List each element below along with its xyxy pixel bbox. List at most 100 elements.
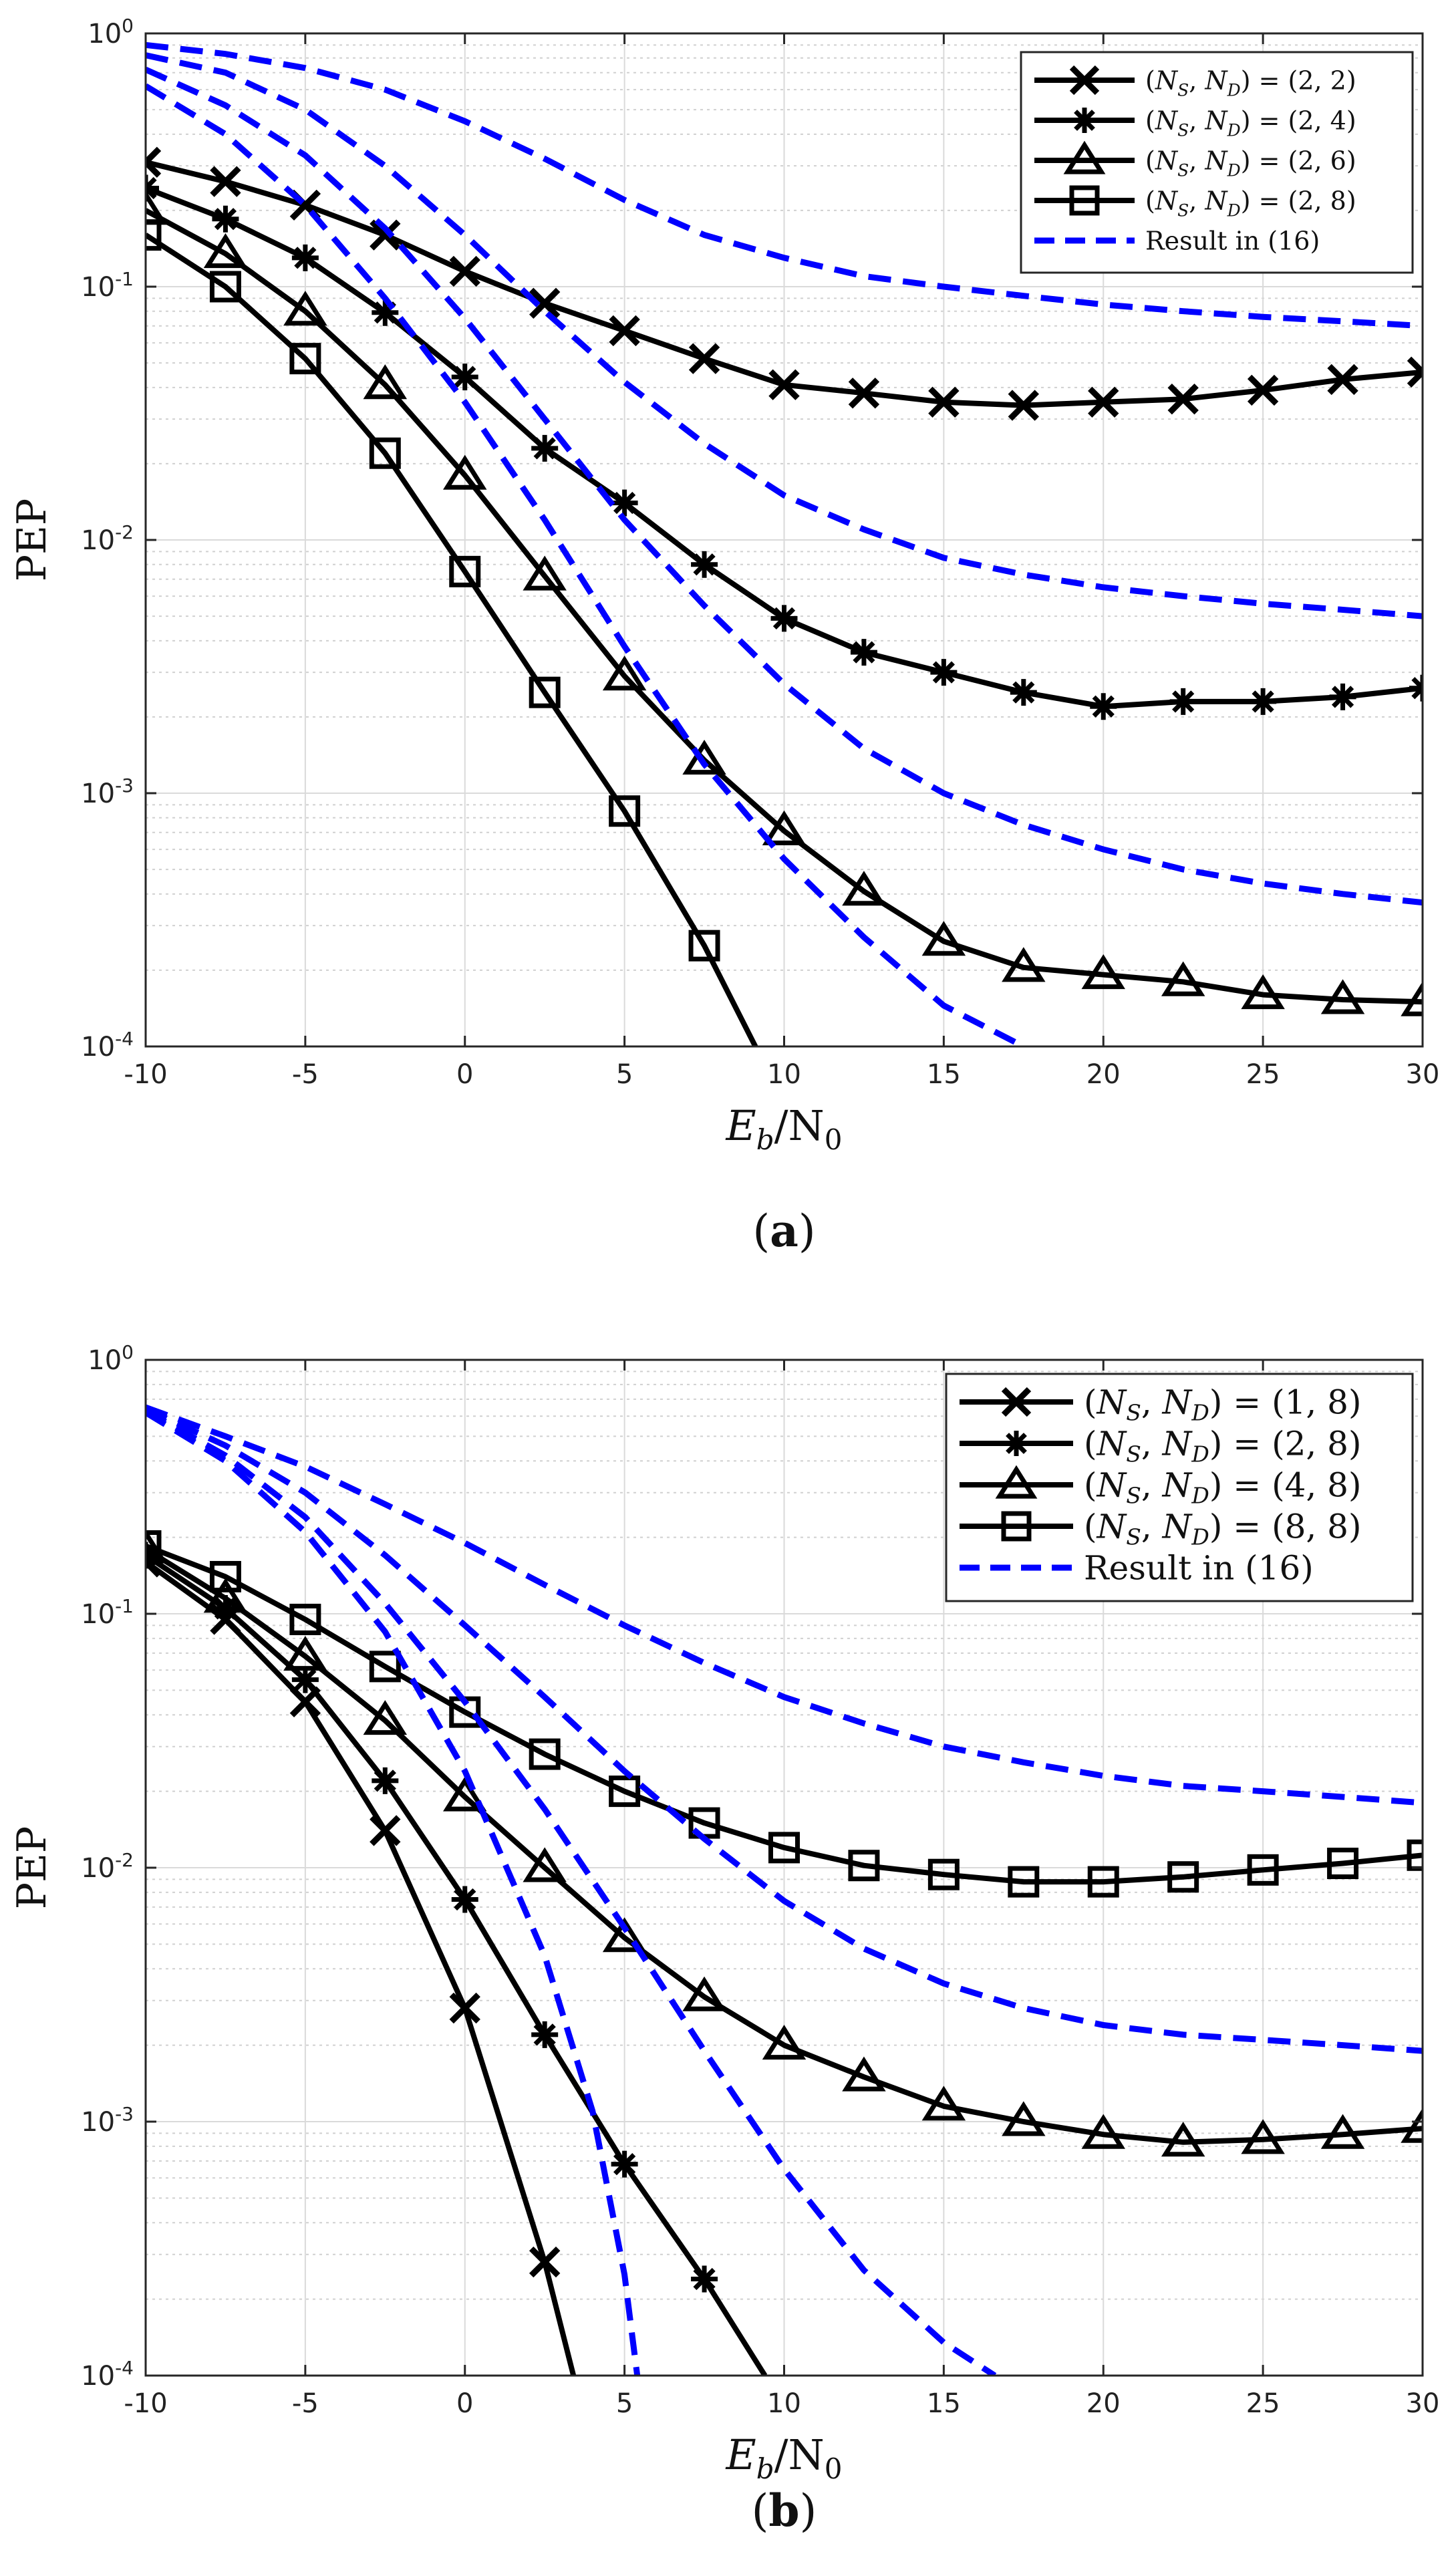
data-point	[1087, 1866, 1119, 1898]
marker-triangle	[602, 1917, 647, 1953]
data-point	[289, 343, 321, 375]
y-tick-label: 10-3	[81, 774, 134, 809]
marker-triangle	[203, 233, 248, 269]
data-point	[531, 2021, 559, 2048]
marker-square	[289, 343, 321, 375]
marker-square	[688, 930, 720, 962]
marker-triangle	[1161, 961, 1205, 996]
marker-asterisk	[1411, 677, 1423, 692]
legend-label: Result in (16)	[1084, 1549, 1314, 1588]
data-point	[146, 146, 162, 178]
data-point	[289, 1603, 321, 1635]
marker-x	[1088, 386, 1119, 418]
marker-asterisk	[214, 208, 237, 231]
marker-triangle	[602, 656, 647, 691]
x-tick-label: 20	[1086, 2388, 1121, 2419]
marker-triangle	[1320, 2114, 1365, 2149]
data-point	[372, 299, 399, 326]
x-axis-label: Eb/N0	[725, 2430, 842, 2485]
marker-triangle	[1161, 2122, 1205, 2157]
marker-triangle	[1063, 140, 1106, 174]
data-point	[449, 1992, 480, 2024]
marker-asterisk	[1092, 695, 1115, 718]
series-layer	[146, 41, 1423, 1046]
marker-square	[529, 1738, 561, 1770]
marker-x	[1247, 374, 1279, 406]
marker-triangle	[762, 810, 807, 845]
marker-square	[1407, 1839, 1423, 1871]
data-point	[850, 639, 877, 666]
data-point	[762, 810, 807, 845]
data-point	[369, 437, 401, 469]
data-point	[449, 555, 481, 587]
x-tick-label: 30	[1406, 2388, 1440, 2419]
marker-triangle	[1320, 979, 1365, 1014]
marker-asterisk	[1331, 686, 1354, 708]
legend-label: Result in (16)	[1145, 226, 1320, 255]
marker-square	[1001, 1511, 1032, 1542]
legend-entry: Result in (16)	[960, 1549, 1314, 1588]
data-point	[1247, 1854, 1279, 1886]
legend: (NS, ND) = (2, 2) (NS, ND) = (2, 4) (NS, N…	[1020, 51, 1414, 274]
x-tick-label: 10	[767, 1059, 801, 1090]
marker-asterisk	[932, 661, 955, 684]
data-point	[691, 2265, 718, 2293]
marker-square	[289, 1603, 321, 1635]
legend-label: (NS, ND) = (2, 8)	[1084, 1425, 1362, 1467]
legend-box	[1020, 51, 1414, 274]
marker-asterisk	[1012, 681, 1035, 704]
data-point	[209, 271, 241, 303]
data-point	[1161, 961, 1205, 996]
marker-triangle	[842, 2056, 886, 2092]
data-point	[609, 315, 640, 347]
marker-square	[209, 1560, 241, 1592]
marker-x	[1407, 368, 1423, 388]
y-axis-label: PEP	[9, 499, 55, 582]
data-point	[1401, 981, 1423, 1016]
data-point	[768, 1832, 800, 1864]
x-tick-label: 10	[767, 2388, 801, 2419]
x-tick-label: -5	[292, 2388, 319, 2419]
data-point	[443, 454, 487, 490]
marker-square	[1327, 1848, 1359, 1880]
marker-x	[210, 166, 241, 197]
marker-triangle	[363, 1700, 408, 1735]
marker-asterisk	[853, 641, 875, 664]
legend-entry: (NS, ND) = (2, 6)	[1034, 140, 1356, 180]
data-point	[1169, 688, 1197, 715]
data-point	[848, 1850, 880, 1882]
marker-asterisk	[693, 2267, 716, 2291]
marker-x	[1001, 1387, 1032, 1417]
marker-triangle	[146, 190, 168, 225]
marker-x	[1069, 65, 1100, 96]
data-point	[1320, 979, 1365, 1014]
chart-panel-b: -10 -5 0 5 10 15 20 25 30 100 10-1 10-2 10-3 10-4 PEP E…	[9, 1341, 1440, 2537]
marker-x	[529, 287, 561, 319]
data-point	[609, 1775, 641, 1808]
data-point	[363, 364, 408, 400]
data-point	[1002, 2101, 1046, 2136]
marker-x	[928, 386, 960, 418]
marker-triangle	[443, 454, 487, 490]
data-point	[1409, 674, 1423, 702]
marker-x	[529, 2246, 561, 2278]
marker-x	[1327, 364, 1358, 396]
x-tick-label: 20	[1086, 1059, 1121, 1090]
marker-square	[449, 555, 481, 587]
data-point	[842, 871, 886, 906]
x-tick-label: 0	[456, 2388, 473, 2419]
marker-triangle	[283, 1636, 327, 1671]
legend: (NS, ND) = (1, 8)(NS, ND) = (2, 8)(NS, N…	[945, 1373, 1414, 1602]
marker-triangle	[1401, 2108, 1423, 2143]
legend-entry: (NS, ND) = (2, 4)	[1034, 106, 1356, 140]
marker-square	[609, 795, 641, 827]
marker-triangle	[682, 740, 726, 775]
legend-label: (NS, ND) = (2, 2)	[1145, 65, 1356, 100]
marker-square	[209, 271, 241, 303]
legend-entry: (NS, ND) = (2, 8)	[1034, 185, 1356, 220]
data-point	[1247, 374, 1279, 406]
marker-x	[688, 343, 720, 374]
marker-square	[1247, 1854, 1279, 1886]
y-tick-label: 10-3	[81, 2103, 134, 2138]
marker-triangle	[523, 555, 567, 591]
